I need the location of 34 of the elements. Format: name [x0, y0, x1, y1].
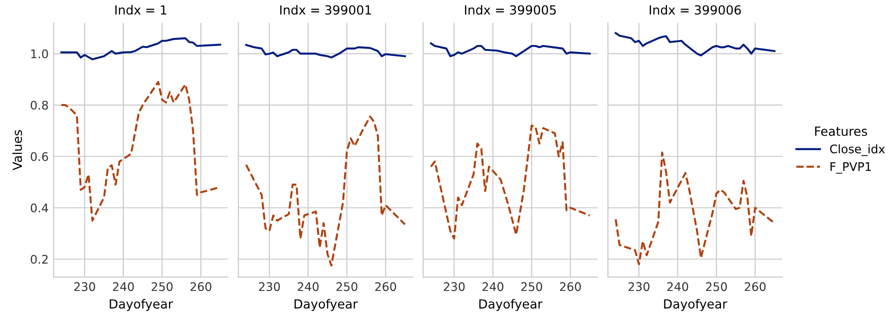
x-tick-label: 250 [152, 282, 173, 292]
x-tick-label: 250 [336, 282, 358, 292]
x-tick-label: 230 [258, 282, 280, 292]
x-tick-label: 230 [628, 282, 650, 292]
y-tick-label: 0.6 [30, 152, 48, 162]
chart-title: Indx = 399005 [465, 4, 556, 15]
y-tick-label: 1.0 [31, 49, 48, 58]
chart-title: Indx = 399001 [280, 4, 371, 15]
x-tick-label: 250 [706, 282, 727, 292]
legend-label: F_PVP1 [830, 162, 871, 174]
x-axis-title: Dayofyear [294, 298, 358, 312]
chart-title: Indx = 1 [115, 4, 166, 15]
x-tick-label: 240 [298, 282, 319, 292]
line-series [60, 37, 222, 60]
x-tick-label: 240 [112, 282, 134, 292]
y-axis-title: Values [12, 130, 22, 170]
x-tick-label: 240 [667, 282, 688, 292]
x-tick-label: 260 [560, 282, 581, 292]
y-tick-label: 0.4 [30, 203, 48, 212]
x-axis-title: Dayofyear [479, 298, 543, 312]
y-tick-label: 0.2 [30, 254, 48, 264]
x-tick-label: 230 [74, 282, 96, 292]
chart-title: Indx = 399006 [650, 4, 741, 15]
x-axis-title: Dayofyear [110, 298, 173, 312]
x-tick-label: 260 [744, 282, 766, 292]
x-tick-label: 230 [444, 282, 465, 292]
x-axis-title: Dayofyear [664, 298, 728, 312]
y-tick-label: 0.8 [30, 100, 48, 110]
x-tick-label: 250 [521, 282, 542, 292]
x-tick-label: 240 [482, 282, 504, 292]
x-tick-label: 260 [375, 282, 396, 292]
legend-title: Features [815, 126, 868, 136]
legend-label: Close_idx [830, 144, 885, 156]
x-tick-label: 260 [190, 282, 212, 292]
